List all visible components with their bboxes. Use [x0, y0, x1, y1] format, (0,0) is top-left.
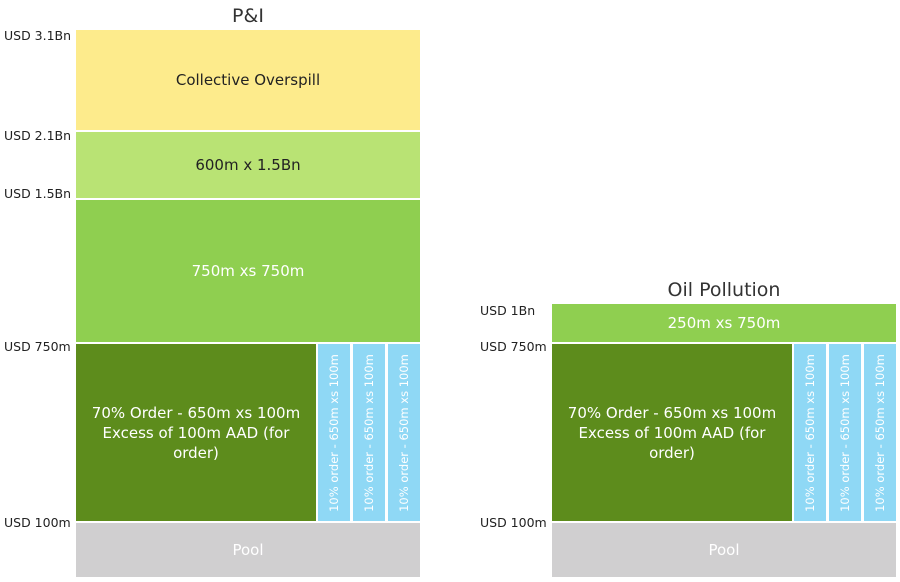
separator: [76, 130, 420, 132]
axis-label-100m: USD 100m: [480, 515, 547, 530]
axis-label-750m: USD 750m: [4, 339, 71, 354]
axis-label-2-1bn: USD 2.1Bn: [4, 128, 72, 143]
separator: [76, 342, 420, 344]
pool-label: Pool: [232, 541, 264, 559]
order-10-strip-label: 10% order - 650m xs 100m: [838, 353, 852, 512]
axis-label-1bn: USD 1Bn: [480, 303, 536, 318]
collective-overspill-layer: Collective Overspill: [76, 30, 420, 130]
order-10-strip-label: 10% order - 650m xs 100m: [873, 353, 887, 512]
order-70-label: 70% Order - 650m xs 100m Excess of 100m …: [567, 403, 777, 462]
order-10-strip-3: 10% order - 650m xs 100m: [388, 344, 420, 521]
layer-750m-label: 750m xs 750m: [191, 262, 305, 280]
separator: [552, 342, 896, 344]
order-10-strip-label: 10% order - 650m xs 100m: [397, 353, 411, 512]
oil-pollution-title: Oil Pollution: [667, 279, 781, 301]
order-10-strip-1: 10% order - 650m xs 100m: [794, 344, 826, 521]
order-10-strip-1: 10% order - 650m xs 100m: [318, 344, 350, 521]
order-70-layer: 70% Order - 650m xs 100m Excess of 100m …: [552, 344, 792, 521]
layer-600m-x-1-5bn: 600m x 1.5Bn: [76, 132, 420, 198]
separator: [76, 198, 420, 200]
order-10-strip-label: 10% order - 650m xs 100m: [327, 353, 341, 512]
axis-label-100m: USD 100m: [4, 515, 71, 530]
pool-layer: Pool: [552, 523, 896, 577]
order-70-label: 70% Order - 650m xs 100m Excess of 100m …: [91, 403, 301, 462]
order-10-strip-label: 10% order - 650m xs 100m: [803, 353, 817, 512]
order-70-layer: 70% Order - 650m xs 100m Excess of 100m …: [76, 344, 316, 521]
layer-250m-xs-750m: 250m xs 750m: [552, 304, 896, 342]
order-10-strip-3: 10% order - 650m xs 100m: [864, 344, 896, 521]
order-10-strip-2: 10% order - 650m xs 100m: [829, 344, 861, 521]
axis-label-3-1bn: USD 3.1Bn: [4, 28, 72, 43]
pi-title: P&I: [232, 5, 264, 27]
order-10-strip-2: 10% order - 650m xs 100m: [353, 344, 385, 521]
order-10-strip-label: 10% order - 650m xs 100m: [362, 353, 376, 512]
pool-layer: Pool: [76, 523, 420, 577]
axis-label-1-5bn: USD 1.5Bn: [4, 186, 72, 201]
layer-750m-xs-750m: 750m xs 750m: [76, 200, 420, 342]
collective-overspill-label: Collective Overspill: [175, 71, 321, 89]
pool-label: Pool: [708, 541, 740, 559]
layer-250m-label: 250m xs 750m: [667, 314, 781, 332]
layer-600m-label: 600m x 1.5Bn: [195, 156, 301, 174]
axis-label-750m: USD 750m: [480, 339, 547, 354]
